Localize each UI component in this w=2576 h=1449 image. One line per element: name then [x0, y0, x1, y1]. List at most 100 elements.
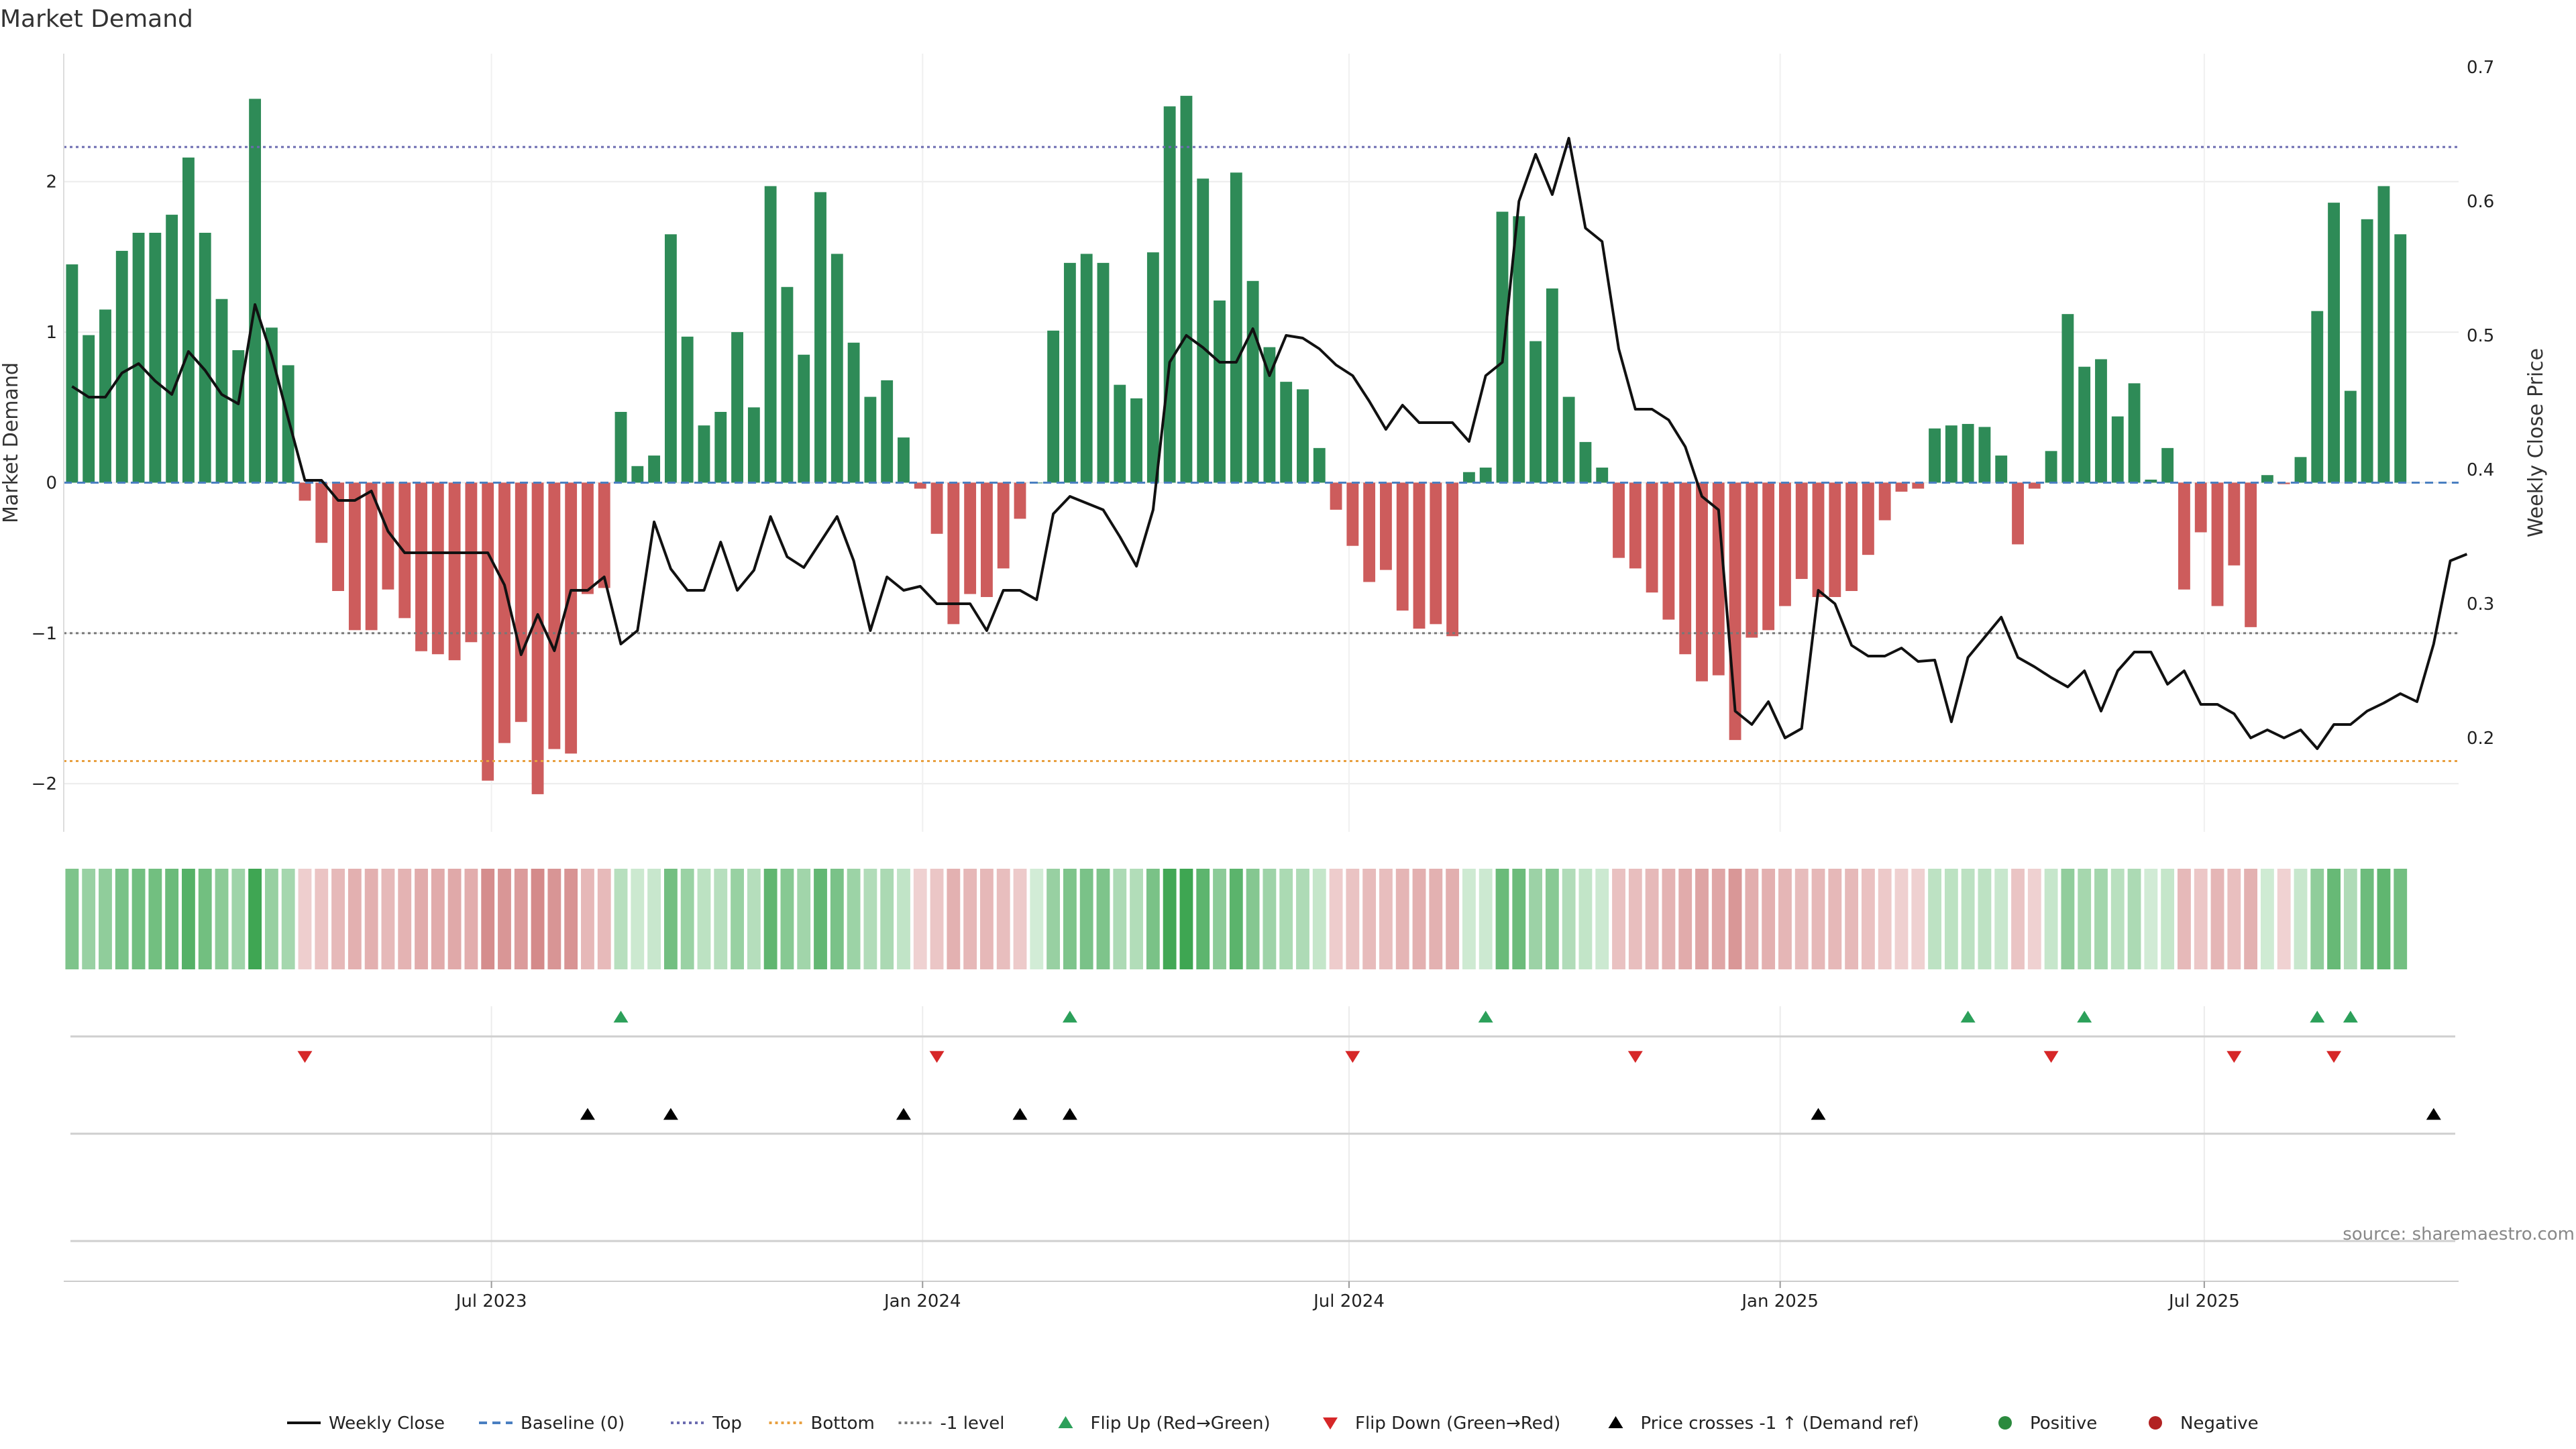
heat-cell	[1063, 869, 1077, 969]
positive-demand-bar	[898, 437, 910, 483]
heat-cell	[215, 869, 229, 969]
heat-cell	[1645, 869, 1659, 969]
flip-up-marker	[1960, 1010, 1976, 1023]
y-right-tick-label: 0.7	[2467, 58, 2494, 78]
positive-demand-bar	[2128, 383, 2141, 483]
heat-cell	[2343, 869, 2357, 969]
positive-demand-bar	[1513, 216, 1525, 483]
heat-cell	[980, 869, 994, 969]
negative-demand-bar	[299, 482, 311, 501]
negative-demand-bar	[348, 482, 361, 631]
negative-demand-bar	[465, 482, 478, 643]
positive-demand-bar	[215, 299, 228, 483]
legend-item: Bottom	[769, 1413, 875, 1434]
y-left-tick-label: 0	[46, 473, 57, 493]
heat-cell	[2161, 869, 2175, 969]
heat-cell	[281, 869, 295, 969]
heat-cell	[248, 869, 262, 969]
heat-cell	[814, 869, 827, 969]
heat-cell	[1811, 869, 1825, 969]
heat-cell	[447, 869, 462, 969]
price-cross-marker	[1062, 1108, 1077, 1120]
heat-cell	[1462, 869, 1476, 969]
y-right-tick-label: 0.2	[2467, 729, 2494, 749]
positive-demand-bar	[149, 233, 162, 483]
heat-cell	[2178, 869, 2191, 969]
y-right-tick-label: 0.4	[2467, 460, 2494, 480]
positive-demand-bar	[1130, 398, 1142, 483]
heat-cell	[1362, 869, 1377, 969]
positive-demand-bar	[2344, 390, 2357, 483]
positive-demand-bar	[698, 425, 710, 483]
heat-cell	[1944, 869, 1958, 969]
heat-cell	[464, 869, 478, 969]
negative-demand-bar	[1396, 482, 1409, 611]
positive-demand-bar	[681, 336, 694, 483]
negative-demand-bar	[448, 482, 461, 661]
heat-cell	[1279, 869, 1293, 969]
positive-demand-bar	[1462, 472, 1475, 483]
negative-demand-bar	[947, 482, 960, 625]
legend-item: -1 level	[898, 1413, 1005, 1434]
positive-demand-bar	[830, 254, 843, 483]
positive-demand-bar	[2261, 475, 2273, 483]
positive-demand-bar	[1562, 396, 1575, 483]
flip-down-marker	[1627, 1051, 1643, 1063]
heat-cell	[1562, 869, 1576, 969]
heat-cell	[1346, 869, 1360, 969]
heat-cell	[880, 869, 894, 969]
negative-demand-bar	[2194, 482, 2207, 533]
heat-cell	[714, 869, 728, 969]
heat-cell	[2027, 869, 2041, 969]
heat-cell	[165, 869, 179, 969]
heat-cell	[564, 869, 578, 969]
weekly-close-line	[71, 137, 2468, 750]
negative-demand-bar	[1878, 482, 1891, 521]
heat-cell	[398, 869, 412, 969]
negative-demand-bar	[1346, 482, 1359, 546]
heat-cell	[2194, 869, 2208, 969]
flip-down-marker	[929, 1051, 945, 1063]
positive-demand-bar	[2394, 234, 2407, 483]
legend-swatch	[1058, 1416, 1073, 1428]
positive-demand-bar	[864, 396, 877, 483]
flip-up-marker	[613, 1010, 629, 1023]
heat-cell	[947, 869, 961, 969]
legend-label: Flip Up (Red→Green)	[1091, 1413, 1271, 1434]
legend-label: Flip Down (Green→Red)	[1355, 1413, 1560, 1434]
heat-cell	[182, 869, 195, 969]
heat-cell	[1046, 869, 1061, 969]
heat-cell	[547, 869, 561, 969]
negative-demand-bar	[1862, 482, 1874, 555]
positive-demand-bar	[1197, 178, 1210, 483]
positive-demand-bar	[1047, 330, 1060, 483]
demand-bars	[66, 95, 2407, 794]
positive-demand-bar	[1297, 389, 1309, 483]
legend-item: Price crosses -1 ↑ (Demand ref)	[1608, 1413, 1919, 1434]
price-cross-marker	[896, 1108, 911, 1120]
heat-cell	[2260, 869, 2274, 969]
negative-demand-bar	[1895, 482, 1908, 492]
flip-up-marker	[2077, 1010, 2092, 1023]
heat-cell	[1778, 869, 1792, 969]
legend-label: Price crosses -1 ↑ (Demand ref)	[1641, 1413, 1919, 1434]
heat-cell	[431, 869, 445, 969]
positive-demand-bar	[2078, 366, 2091, 483]
positive-demand-bar	[1546, 288, 1558, 483]
positive-demand-bar	[2361, 219, 2373, 483]
positive-demand-bar	[1929, 428, 1941, 483]
heat-cell	[1711, 869, 1725, 969]
event-rows	[70, 1010, 2455, 1242]
heat-cell	[531, 869, 545, 969]
heat-cell	[1595, 869, 1609, 969]
positive-demand-bar	[1496, 211, 1509, 483]
negative-demand-bar	[382, 482, 394, 590]
positive-demand-bar	[2377, 186, 2390, 483]
legend: Weekly Close Baseline (0) Top Bottom -1 leve…	[287, 1413, 2259, 1434]
heat-cell	[231, 869, 246, 969]
heat-cell	[1529, 869, 1542, 969]
heat-cell	[1229, 869, 1243, 969]
heat-cell	[364, 869, 378, 969]
positive-demand-bar	[1280, 382, 1293, 483]
heat-cell	[663, 869, 678, 969]
